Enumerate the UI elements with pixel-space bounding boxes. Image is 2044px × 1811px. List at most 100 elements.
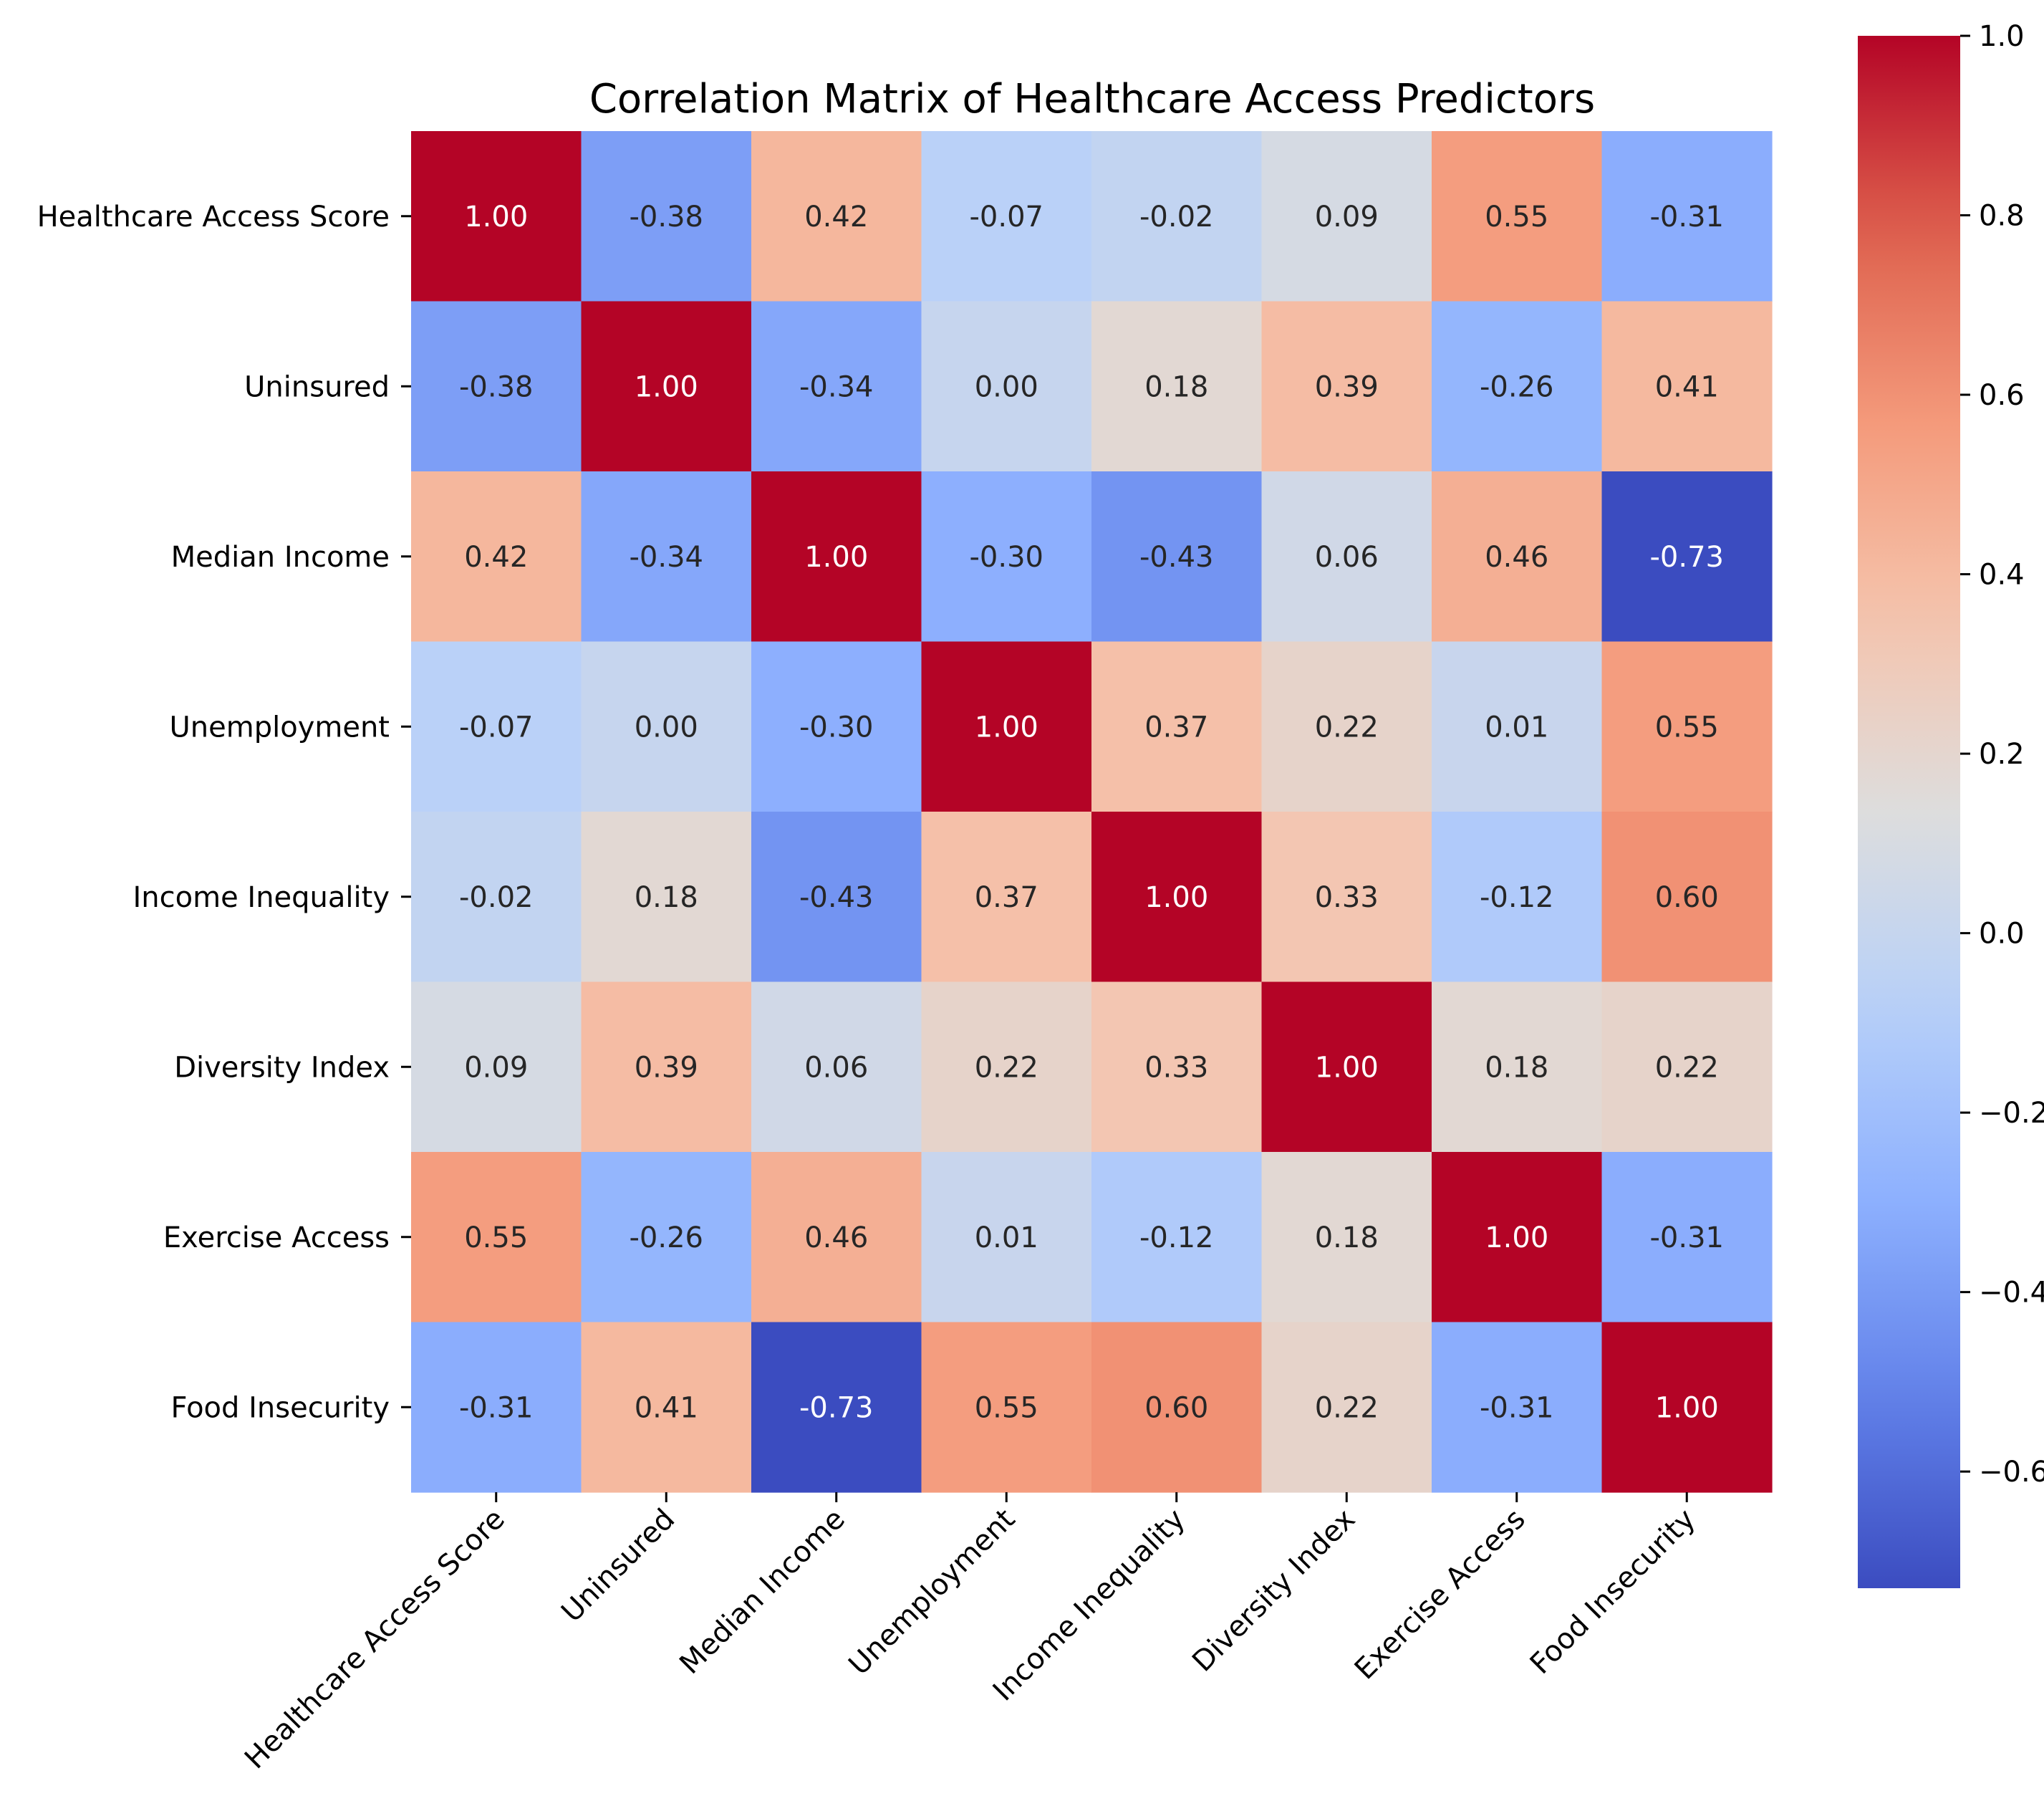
y-tick-label: Unemployment [170, 711, 390, 744]
cell-value-label: 0.55 [464, 1221, 528, 1254]
cell-value-label: -0.38 [459, 370, 534, 403]
colorbar-tick-label: 0.2 [1979, 738, 2025, 771]
x-tick-label: Exercise Access [1349, 1503, 1532, 1686]
heatmap-cell [1601, 301, 1773, 472]
cell-value-label: 0.60 [1655, 881, 1719, 914]
cell-value-label: -0.30 [970, 541, 1044, 574]
cell-value-label: 1.00 [1144, 881, 1208, 914]
colorbar-tick-label: 0.6 [1979, 379, 2025, 412]
colorbar: −0.6 −0.4 −0.2 0.0 0.2 0.4 0.6 0.8 1.0 [1858, 20, 2044, 1588]
heatmap-cell [1091, 641, 1263, 812]
heatmap-cell [751, 641, 922, 812]
cell-value-label: 0.06 [804, 1051, 868, 1084]
heatmap-cell [411, 471, 582, 643]
x-tick-label: Diversity Index [1186, 1503, 1361, 1678]
heatmap-cell [1261, 981, 1432, 1153]
colorbar-ticks: −0.6 −0.4 −0.2 0.0 0.2 0.4 0.6 0.8 1.0 [1960, 20, 2044, 1489]
cell-value-label: -0.31 [1480, 1391, 1554, 1424]
x-tick-label: Income Inequality [987, 1503, 1192, 1708]
heatmap-cell [921, 981, 1092, 1153]
cell-value-label: 0.46 [804, 1221, 868, 1254]
heatmap-cell [411, 131, 582, 302]
y-tick-label: Healthcare Access Score [37, 201, 390, 234]
heatmap-cell [751, 1152, 922, 1323]
heatmap-cell [1432, 981, 1603, 1153]
heatmap-cell [751, 1322, 922, 1493]
heatmap-cell [1432, 641, 1603, 812]
cell-value-label: 1.00 [1485, 1221, 1548, 1254]
cell-value-label: -0.26 [630, 1221, 704, 1254]
heatmap-cell [1261, 641, 1432, 812]
heatmap-cell [1261, 131, 1432, 302]
cell-value-label: -0.73 [799, 1391, 874, 1424]
heatmap-cell [751, 471, 922, 643]
cell-value-label: 0.37 [975, 881, 1038, 914]
heatmap-cell [1091, 1322, 1263, 1493]
heatmap-cell [1261, 812, 1432, 983]
cell-value-label: -0.31 [1650, 1221, 1725, 1254]
heatmap-cell [921, 812, 1092, 983]
heatmap-cell [411, 812, 582, 983]
heatmap-cell [581, 641, 752, 812]
cell-value-label: -0.30 [799, 711, 874, 744]
cell-value-label: 1.00 [464, 201, 528, 234]
cell-value-label: 0.39 [635, 1051, 698, 1084]
y-tick-label: Food Insecurity [171, 1391, 390, 1424]
heatmap-cell [1432, 1322, 1603, 1493]
cell-value-label: -0.31 [1650, 201, 1725, 234]
cell-value-label: 0.42 [464, 541, 528, 574]
heatmap-cell [581, 981, 752, 1153]
cell-value-label: 0.60 [1144, 1391, 1208, 1424]
heatmap-cell [751, 981, 922, 1153]
x-tick-label: Food Insecurity [1524, 1503, 1702, 1681]
cell-value-label: 0.41 [1655, 370, 1719, 403]
cell-value-label: -0.12 [1480, 881, 1554, 914]
heatmap-cell [1091, 471, 1263, 643]
y-tick-label: Exercise Access [163, 1221, 390, 1254]
heatmap-cell [411, 981, 582, 1153]
cell-value-label: -0.31 [459, 1391, 534, 1424]
cell-value-label: -0.43 [799, 881, 874, 914]
cell-value-label: 1.00 [1655, 1391, 1719, 1424]
heatmap-cell [1091, 981, 1263, 1153]
heatmap-cell [411, 301, 582, 472]
x-tick-label: Unemployment [842, 1503, 1021, 1682]
heatmap-cell [1261, 471, 1432, 643]
heatmap-cell [1261, 1152, 1432, 1323]
cell-value-label: -0.38 [630, 201, 704, 234]
heatmap-cell [581, 301, 752, 472]
colorbar-tick-label: 0.4 [1979, 559, 2025, 592]
cell-value-label: 0.01 [975, 1221, 1038, 1254]
heatmap-cell [411, 1322, 582, 1493]
cell-value-label: -0.34 [799, 370, 874, 403]
colorbar-tick-label: 1.0 [1979, 20, 2025, 53]
heatmap-cell [921, 131, 1092, 302]
heatmap-cell [1601, 1322, 1773, 1493]
cell-value-label: 0.09 [464, 1051, 528, 1084]
cell-value-label: 0.22 [1315, 711, 1379, 744]
heatmap-cell [1432, 812, 1603, 983]
cell-value-label: 0.39 [1315, 370, 1379, 403]
heatmap-cell [1432, 301, 1603, 472]
cell-value-label: 1.00 [975, 711, 1038, 744]
cell-value-label: 0.18 [1315, 1221, 1379, 1254]
colorbar-gradient [1858, 36, 1960, 1588]
cell-value-label: 0.22 [975, 1051, 1038, 1084]
heatmap-cell [581, 471, 752, 643]
cell-value-label: 0.33 [1144, 1051, 1208, 1084]
cell-value-label: -0.07 [970, 201, 1044, 234]
colorbar-tick-label: −0.2 [1979, 1097, 2044, 1130]
cell-value-label: -0.73 [1650, 541, 1725, 574]
cell-value-label: 1.00 [635, 370, 698, 403]
heatmap-cells: 1.00 -0.38 0.42 -0.07 -0.02 0.09 0.55 -0.31 -0.3… [411, 131, 1773, 1493]
colorbar-tick-label: 0.8 [1979, 200, 2025, 233]
cell-value-label: 0.46 [1485, 541, 1548, 574]
heatmap-cell [1261, 301, 1432, 472]
cell-value-label: 0.41 [635, 1391, 698, 1424]
heatmap-cell [1601, 1152, 1773, 1323]
cell-value-label: 0.09 [1315, 201, 1379, 234]
cell-value-label: -0.43 [1139, 541, 1214, 574]
heatmap-cell [921, 1322, 1092, 1493]
heatmap-cell [1601, 471, 1773, 643]
cell-value-label: 1.00 [1315, 1051, 1379, 1084]
